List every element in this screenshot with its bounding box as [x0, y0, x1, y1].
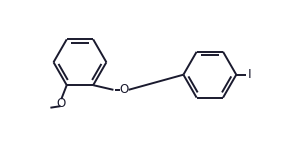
Text: O: O — [57, 97, 66, 110]
Text: O: O — [120, 83, 129, 96]
Text: I: I — [248, 68, 252, 81]
